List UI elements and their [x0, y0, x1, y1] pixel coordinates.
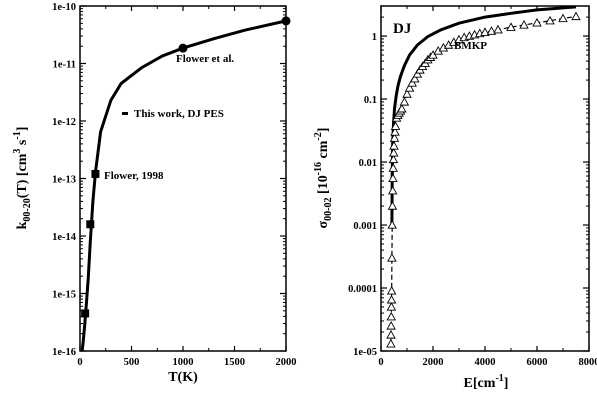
right-y-label-mid: cm	[316, 140, 331, 162]
right-x-tick-label: 0	[378, 357, 383, 368]
right-y-tick-label: 1e-05	[353, 347, 377, 358]
left-x-tick-label: 500	[124, 357, 140, 368]
right-x-label-sup: -1	[495, 373, 503, 384]
right-annotation-dj: DJ	[393, 21, 412, 37]
right-point-bmkp	[387, 303, 395, 310]
right-x-tick-label: 2000	[423, 357, 444, 368]
right-data	[387, 7, 580, 347]
left-legend-dash	[122, 112, 128, 115]
left-point-flower-1998	[81, 309, 89, 317]
right-point-bmkp	[398, 105, 406, 112]
right-y-label-sub: 00-02	[323, 197, 334, 220]
right-panel: 0 2000 4000 6000 8000 1e-05 0.0001 0.001 0.01 0.1…	[313, 6, 597, 391]
left-y-tick-label: 1e-16	[52, 347, 76, 358]
right-y-tick-label: 0.01	[359, 158, 377, 169]
right-x-axis-label: E[cm-1]	[464, 373, 509, 391]
left-annotation-flower-et-al: Flower et al.	[176, 53, 234, 65]
right-point-bmkp	[387, 322, 395, 329]
left-y-label-tail: (T) [cm	[15, 153, 30, 198]
right-y-label-sup1: -16	[313, 162, 324, 175]
left-point-flower-et-al	[282, 16, 291, 25]
right-y-tick-label: 0.001	[353, 221, 377, 232]
left-annotation-this-work: This work, DJ PES	[134, 108, 224, 120]
right-point-bmkp	[389, 187, 397, 194]
right-y-label-tail: [10	[316, 175, 331, 197]
left-y-tick-label: 1e-10	[52, 2, 76, 13]
right-x-tick-label: 4000	[475, 357, 496, 368]
left-y-tick-label: 1e-11	[53, 60, 76, 71]
right-point-bmkp	[388, 296, 396, 303]
right-y-tick-label: 0.0001	[348, 284, 377, 295]
left-x-tick-label: 1000	[173, 357, 194, 368]
right-point-bmkp	[400, 98, 408, 105]
right-point-bmkp	[390, 149, 398, 156]
right-point-bmkp	[388, 221, 396, 228]
right-x-label-main: E[cm	[464, 376, 496, 391]
left-y-tick-label: 1e-15	[52, 290, 76, 301]
left-x-tick-label: 0	[77, 357, 82, 368]
right-point-bmkp	[387, 313, 395, 320]
right-y-tick-label: 1	[372, 32, 377, 43]
left-panel: 0 500 1000 1500 2000 1e-16 1e-15 1e-14 1e-13 1e-1…	[12, 2, 297, 385]
left-annotation-flower-1998: Flower, 1998	[104, 170, 164, 182]
right-x-tick-label: 6000	[527, 357, 548, 368]
left-y-label-main: k	[15, 221, 30, 229]
right-x-tick-label: 8000	[579, 357, 597, 368]
left-x-tick-label: 1500	[224, 357, 245, 368]
right-point-bmkp	[387, 340, 395, 347]
left-series-this-work-dj-pes-line	[82, 21, 286, 351]
right-y-label-end: ]	[316, 128, 331, 133]
right-plot-frame	[381, 6, 589, 351]
left-y-axis-label: k00-20(T) [cm3 s-1]	[12, 127, 33, 230]
right-point-bmkp	[559, 14, 567, 21]
right-ticks: 0 2000 4000 6000 8000 1e-05 0.0001 0.001 0.01 0.1…	[348, 6, 597, 368]
right-point-bmkp	[388, 287, 396, 294]
left-y-label-sup2: -1	[12, 131, 23, 139]
right-point-bmkp	[388, 202, 396, 209]
left-point-flower-1998	[91, 170, 99, 178]
right-y-tick-label: 0.1	[364, 95, 377, 106]
left-x-axis-label: T(K)	[168, 370, 198, 385]
left-y-tick-label: 1e-13	[52, 175, 76, 186]
right-y-axis-label: σ00-02 [10-16 cm-2]	[313, 128, 334, 229]
left-y-label-sub: 00-20	[22, 198, 33, 221]
right-point-bmkp	[572, 12, 580, 19]
left-point-flower-et-al	[179, 44, 188, 53]
left-data	[81, 16, 290, 351]
left-x-tick-label: 2000	[276, 357, 297, 368]
left-y-label-end: ]	[15, 127, 30, 132]
left-point-flower-1998	[86, 220, 94, 228]
right-point-bmkp	[389, 174, 397, 181]
right-point-bmkp	[389, 155, 397, 162]
right-point-bmkp	[389, 164, 397, 171]
left-y-tick-label: 1e-14	[52, 232, 77, 243]
right-series-bmkp-line	[391, 16, 576, 343]
right-point-bmkp	[388, 254, 396, 261]
right-annotation-bmkp: BMKP	[454, 40, 487, 52]
right-point-bmkp	[387, 331, 395, 338]
right-x-label-end: ]	[504, 376, 509, 391]
right-y-label-sup2: -2	[313, 132, 324, 140]
left-y-tick-label: 1e-12	[52, 117, 76, 128]
right-point-bmkp	[520, 21, 528, 28]
